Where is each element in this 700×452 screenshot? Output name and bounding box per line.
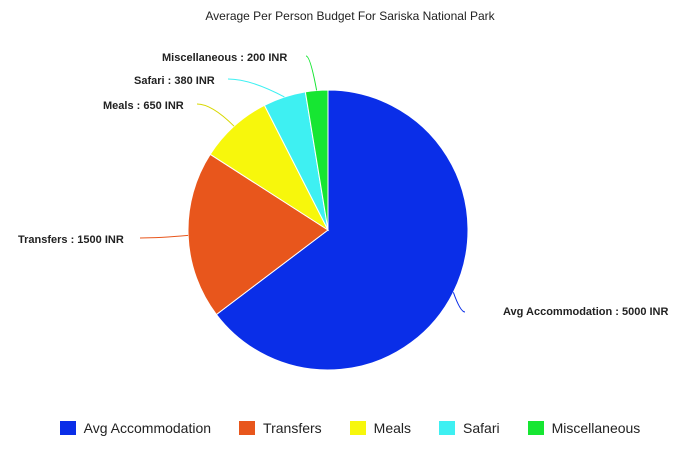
- legend-label: Safari: [463, 420, 500, 436]
- connector-line-miscellaneous: [305, 55, 318, 91]
- legend-item-transfers[interactable]: Transfers: [239, 420, 322, 436]
- legend-swatch: [439, 421, 456, 435]
- chart-title: Average Per Person Budget For Sariska Na…: [205, 9, 495, 23]
- legend-item-safari[interactable]: Safari: [439, 420, 500, 436]
- legend-item-miscellaneous[interactable]: Miscellaneous: [527, 420, 641, 436]
- legend-label: Meals: [373, 420, 412, 436]
- connector-line-safari: [227, 78, 285, 98]
- legend: Avg Accommodation Transfers Meals Safari Mis…: [0, 420, 700, 436]
- data-label-avg-accommodation: Avg Accommodation : 5000 INR: [503, 306, 668, 318]
- legend-label: Avg Accommodation: [83, 420, 212, 436]
- legend-label: Miscellaneous: [551, 420, 641, 436]
- connector-line-transfers: [139, 234, 189, 239]
- connector-line-meals: [196, 103, 235, 127]
- data-label-transfers: Transfers : 1500 INR: [18, 234, 124, 246]
- legend-swatch: [527, 421, 544, 435]
- legend-item-avg-accommodation[interactable]: Avg Accommodation: [59, 420, 212, 436]
- legend-label: Transfers: [263, 420, 322, 436]
- pie-slice-miscellaneous: [304, 89, 329, 231]
- connector-line-avg-accommodation: [452, 292, 466, 313]
- pie-slice-transfers: [187, 153, 329, 316]
- data-label-miscellaneous: Miscellaneous : 200 INR: [162, 52, 287, 64]
- legend-swatch: [59, 421, 76, 435]
- data-label-safari: Safari : 380 INR: [134, 75, 215, 87]
- legend-swatch: [239, 421, 256, 435]
- legend-item-meals[interactable]: Meals: [349, 420, 412, 436]
- legend-swatch: [349, 421, 366, 435]
- data-label-meals: Meals : 650 INR: [103, 100, 184, 112]
